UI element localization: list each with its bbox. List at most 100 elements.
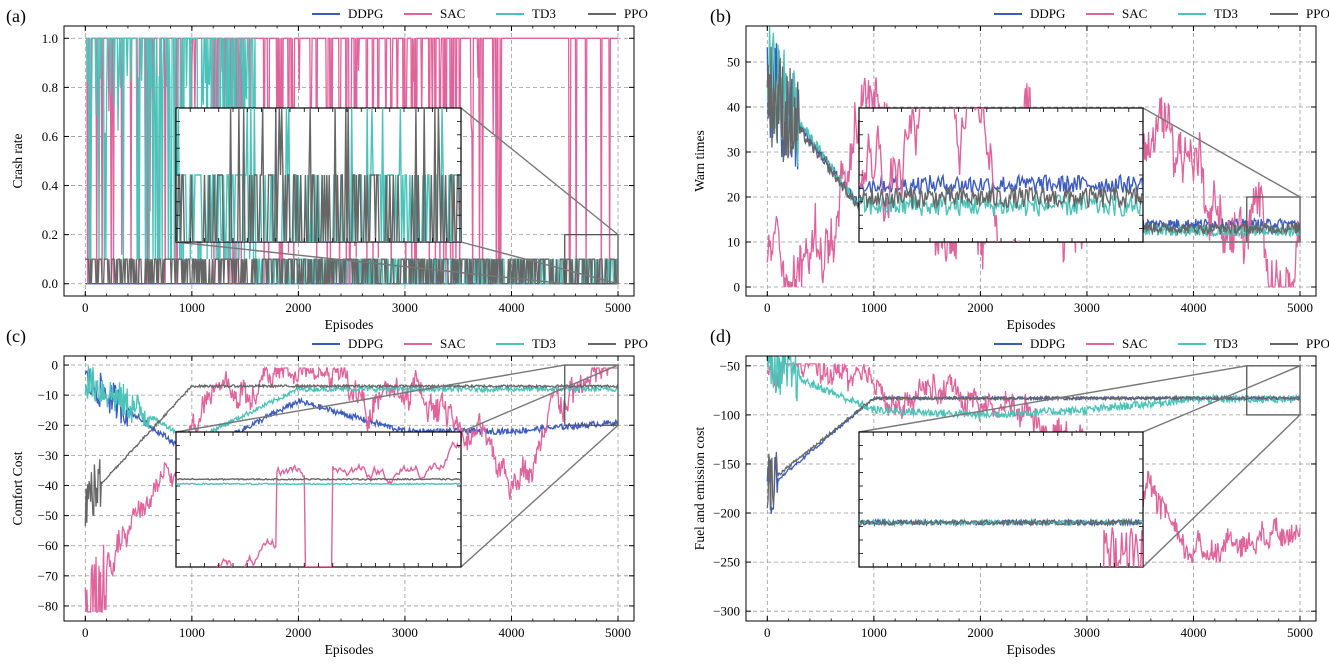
inset-frame	[858, 107, 1144, 243]
series-ppo	[84, 383, 619, 527]
zoom-connector	[858, 365, 1247, 433]
x-tick-label: 4000	[1180, 625, 1206, 640]
inset-series-td3	[176, 108, 461, 242]
y-axis-label: Warn times	[692, 130, 707, 192]
legend-label-ddpg: DDPG	[348, 336, 383, 351]
inset-series-ddpg	[185, 566, 419, 567]
panel-label: (c)	[6, 326, 26, 347]
x-tick-label: 1000	[179, 625, 205, 640]
y-tick-label: 10	[727, 235, 740, 250]
x-tick-label: 3000	[1074, 625, 1100, 640]
series-td3	[766, 356, 1301, 421]
axes-frame	[63, 355, 635, 622]
y-tick-label: 30	[727, 145, 740, 160]
axes-frame	[745, 355, 1317, 622]
panel-a: 0 1000 2000 3000 4000 5000 0.0 0.2 0.4 0.6 0.8 1.0 E…	[6, 6, 648, 332]
legend-label-sac: SAC	[440, 6, 465, 21]
y-axis-label: Crash rate	[10, 133, 25, 188]
zoom-region	[1246, 365, 1301, 416]
x-axis-label: Episodes	[1007, 317, 1056, 332]
y-tick-label: 0.0	[42, 276, 58, 291]
series-td3	[84, 366, 619, 444]
x-tick-label: 0	[764, 300, 771, 315]
zoom-connector	[460, 241, 619, 285]
x-tick-label: 0	[764, 625, 771, 640]
inset-series-ddpg	[859, 173, 1143, 196]
y-tick-label: 0.6	[42, 129, 59, 144]
legend-label-ddpg: DDPG	[1030, 336, 1065, 351]
legend-label-ppo: PPO	[1306, 336, 1329, 351]
panel-label: (a)	[6, 6, 26, 27]
x-tick-label: 3000	[392, 300, 418, 315]
x-tick-label: 5000	[605, 300, 631, 315]
y-tick-label: −10	[38, 388, 58, 403]
y-tick-label: 0.8	[42, 80, 58, 95]
x-tick-label: 1000	[861, 625, 887, 640]
zoom-connector	[1142, 414, 1301, 568]
y-axis-label: Comfort Cost	[10, 451, 25, 525]
legend-label-ddpg: DDPG	[348, 6, 383, 21]
x-tick-label: 2000	[285, 300, 311, 315]
legend-label-ppo: PPO	[624, 6, 648, 21]
zoom-connector	[460, 107, 619, 236]
legend-label-sac: SAC	[1122, 6, 1147, 21]
zoom-connector	[1142, 107, 1301, 198]
y-tick-label: −40	[38, 478, 58, 493]
legend-label-ppo: PPO	[1306, 6, 1329, 21]
y-tick-label: 40	[727, 100, 740, 115]
x-tick-label: 2000	[285, 625, 311, 640]
y-tick-label: 0	[734, 280, 741, 295]
y-tick-label: −150	[713, 456, 740, 471]
x-tick-label: 2000	[967, 300, 993, 315]
x-tick-label: 1000	[179, 300, 205, 315]
legend-label-td3: TD3	[1214, 336, 1238, 351]
series-ppo	[85, 258, 618, 285]
legend-label-td3: TD3	[532, 6, 556, 21]
zoom-connector	[1142, 365, 1301, 433]
y-tick-label: −300	[713, 604, 740, 619]
y-tick-label: −20	[38, 418, 58, 433]
axes-frame	[63, 25, 635, 297]
zoom-connector	[460, 424, 619, 568]
inset-series-sac	[859, 108, 1020, 242]
zoom-region	[564, 364, 619, 426]
x-tick-label: 2000	[967, 625, 993, 640]
x-tick-label: 5000	[1287, 300, 1313, 315]
x-tick-label: 4000	[1180, 300, 1206, 315]
zoom-connector	[175, 241, 565, 285]
x-tick-label: 4000	[498, 625, 524, 640]
y-tick-label: −60	[38, 538, 58, 553]
x-tick-label: 3000	[1074, 300, 1100, 315]
inset-frame	[175, 431, 462, 568]
zoom-connector	[460, 364, 619, 433]
y-tick-label: −200	[713, 506, 740, 521]
legend-label-ppo: PPO	[624, 336, 648, 351]
legend-label-td3: TD3	[1214, 6, 1238, 21]
legend-label-td3: TD3	[532, 336, 556, 351]
x-tick-label: 0	[82, 300, 89, 315]
zoom-region	[564, 233, 619, 285]
y-tick-label: 0.4	[42, 178, 59, 193]
inset-d	[858, 431, 1144, 568]
inset-series-ppo	[859, 184, 1143, 209]
y-tick-label: 0.2	[42, 227, 58, 242]
panel-d: 0 1000 2000 3000 4000 5000 −50 −100 −150 −200 −250…	[692, 326, 1329, 657]
y-tick-label: 1.0	[42, 31, 58, 46]
inset-b	[858, 107, 1144, 243]
x-tick-label: 1000	[861, 300, 887, 315]
x-tick-label: 0	[82, 625, 89, 640]
panel-label: (b)	[710, 6, 731, 27]
panel-label: (d)	[710, 326, 731, 347]
x-axis-label: Episodes	[325, 317, 374, 332]
inset-c	[175, 431, 462, 568]
y-tick-label: −30	[38, 448, 58, 463]
legend-label-sac: SAC	[1122, 336, 1147, 351]
inset-series-sac	[176, 440, 461, 567]
inset-series-ppo	[859, 517, 1143, 528]
series-ddpg	[84, 368, 619, 458]
y-tick-label: 50	[727, 55, 740, 70]
y-tick-label: −100	[713, 407, 740, 422]
y-tick-label: −70	[38, 568, 58, 583]
series-ppo	[766, 394, 1301, 511]
